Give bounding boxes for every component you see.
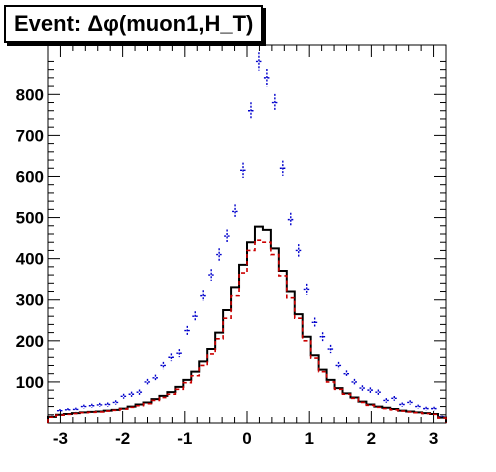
title-box: Event: Δφ(muon1,H_T)	[4, 5, 264, 43]
y-tick-label: 600	[16, 167, 44, 186]
series-group	[47, 52, 447, 423]
x-tick-label: -1	[177, 429, 192, 448]
y-tick-label: 500	[16, 209, 44, 228]
y-tick-label: 100	[16, 373, 44, 392]
histogram-line	[47, 239, 447, 423]
series-0	[47, 225, 447, 423]
y-tick-label: 700	[16, 126, 44, 145]
x-tick-label: -3	[53, 429, 68, 448]
y-tick-label: 300	[16, 291, 44, 310]
plot-frame	[47, 44, 447, 424]
chart-title: Event: Δφ(muon1,H_T)	[14, 11, 254, 36]
x-tick-label: 2	[367, 429, 376, 448]
tick-marks	[47, 45, 447, 423]
series-1	[47, 239, 447, 423]
y-tick-label: 200	[16, 332, 44, 351]
series-2	[49, 52, 445, 419]
y-tick-label: 400	[16, 250, 44, 269]
y-tick-labels: 100 200 300 400 500 600 700 800	[16, 85, 44, 392]
histogram-line	[47, 225, 447, 423]
x-tick-label: 3	[429, 429, 438, 448]
y-tick-label: 800	[16, 85, 44, 104]
x-tick-label: -2	[115, 429, 130, 448]
x-tick-label: 1	[304, 429, 313, 448]
x-tick-labels: -3 -2 -1 0 1 2 3	[53, 429, 438, 448]
x-tick-label: 0	[242, 429, 251, 448]
